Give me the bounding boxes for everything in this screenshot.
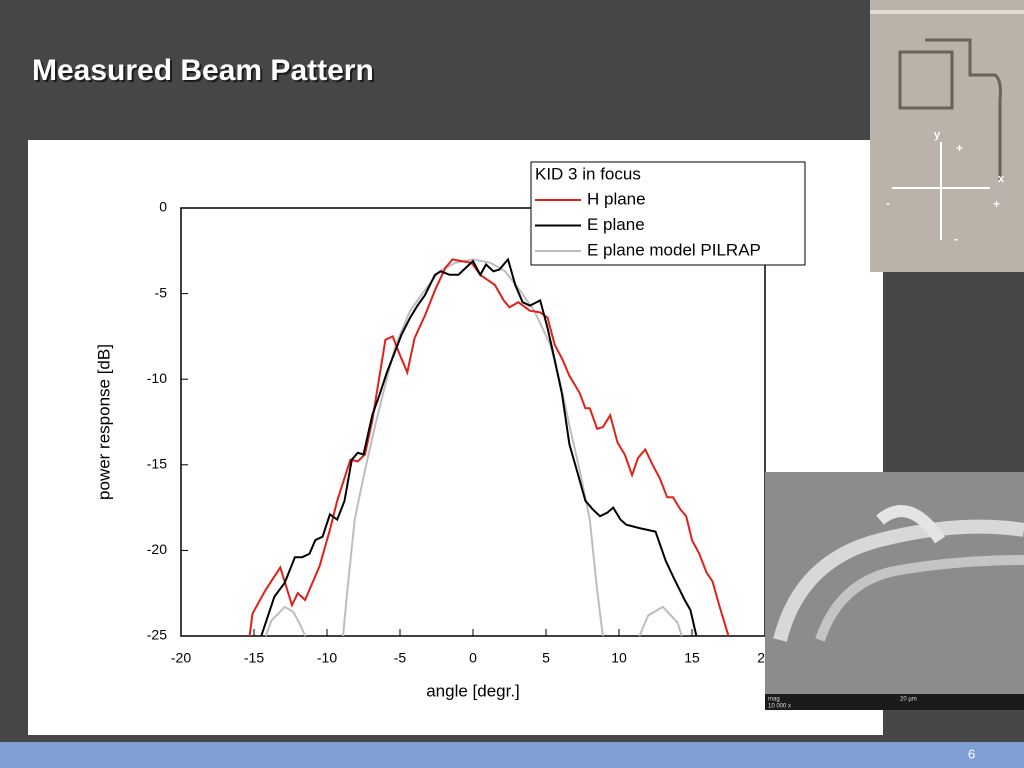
sem-structure <box>773 519 1024 642</box>
photo-sign: + <box>993 197 1000 211</box>
data-line <box>260 257 698 637</box>
sem-structure <box>815 555 1024 642</box>
data-line <box>264 258 683 637</box>
sem-text: 10 000 x <box>768 704 791 710</box>
photo-bg <box>870 0 1024 272</box>
y-tick-label: -15 <box>147 456 167 472</box>
footer-bar <box>0 742 1024 768</box>
sem-text: 20 µm <box>900 697 917 703</box>
photo-label: x <box>998 173 1005 185</box>
plot: -20-15-10-5051015200-5-10-15-20-25angle … <box>94 161 806 700</box>
x-tick-label: -5 <box>394 650 407 666</box>
data-line <box>248 258 730 637</box>
x-tick-label: 10 <box>611 650 627 666</box>
photo: y x + - + - <box>870 0 1024 272</box>
x-tick-label: 5 <box>542 650 550 666</box>
legend-title: KID 3 in focus <box>535 164 641 183</box>
page-number: 6 <box>968 746 975 761</box>
x-tick-label: 15 <box>684 650 700 666</box>
photo-sign: - <box>886 196 890 210</box>
photo-trace <box>925 38 1002 180</box>
legend-label: E plane <box>587 215 645 234</box>
sem-info <box>765 694 1024 710</box>
sem-bridge <box>876 505 945 544</box>
y-tick-label: -5 <box>155 284 168 300</box>
y-tick-label: 0 <box>159 199 167 215</box>
x-tick-label: -10 <box>317 650 337 666</box>
legend-label: E plane model PILRAP <box>587 240 761 259</box>
x-tick-label: 0 <box>469 650 477 666</box>
y-tick-label: -20 <box>147 541 167 557</box>
photo-line <box>870 10 1024 14</box>
y-tick-label: -10 <box>147 370 167 386</box>
legend-box <box>530 161 806 266</box>
photo-square <box>898 50 954 110</box>
title-shadow: Measured Beam Pattern <box>34 56 376 89</box>
photo-label: y <box>934 129 941 141</box>
sem-image: mag 10 000 x 20 µm <box>765 472 1024 710</box>
y-axis-label: power response [dB] <box>94 344 113 500</box>
x-tick-label: -20 <box>171 650 191 666</box>
x-axis-label: angle [degr.] <box>426 681 520 700</box>
y-tick-label: -25 <box>147 627 167 643</box>
legend-label: H plane <box>587 189 646 208</box>
sem-text: mag <box>768 697 780 703</box>
photo-sign: + <box>956 141 963 155</box>
x-tick-label: -15 <box>244 650 264 666</box>
photo-sign: - <box>954 232 958 246</box>
slide-title: Measured Beam Pattern <box>32 54 374 87</box>
